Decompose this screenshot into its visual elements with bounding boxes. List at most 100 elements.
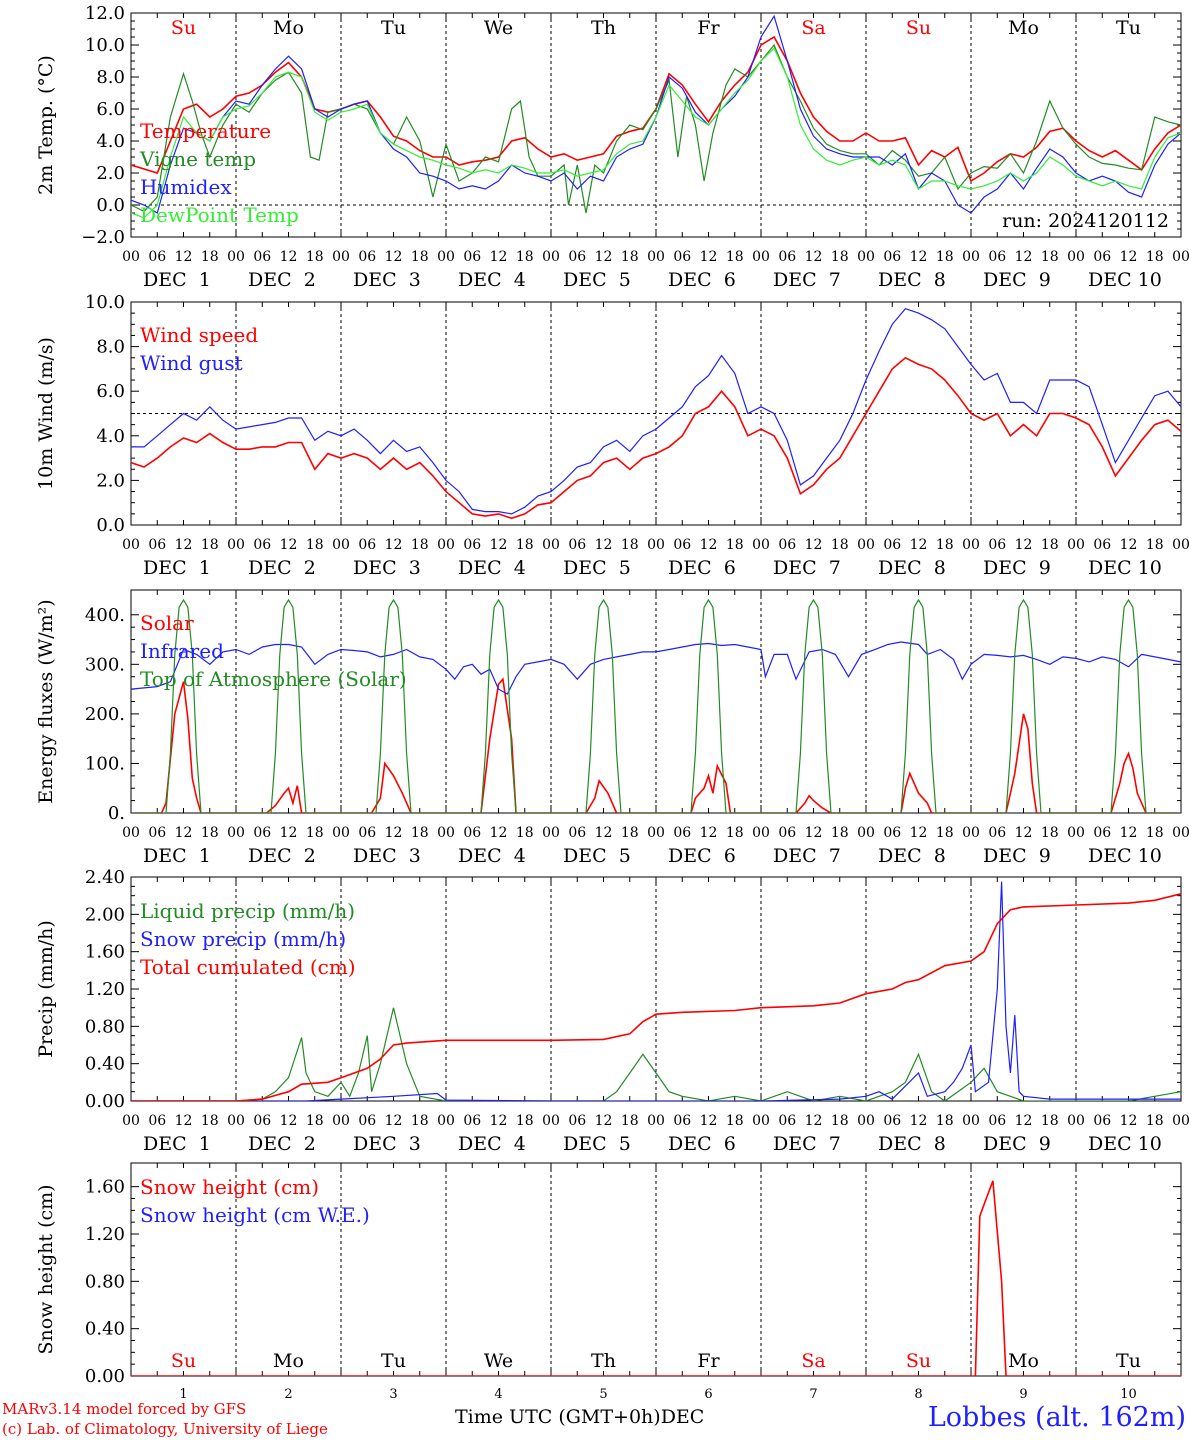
station-label: Lobbes (alt. 162m) (927, 1402, 1186, 1433)
y-tick-label: 12.0 (85, 3, 125, 24)
hour-tick-label: 00 (647, 249, 665, 265)
hour-tick-label: 00 (1067, 537, 1085, 553)
hour-tick-label: 12 (700, 249, 718, 265)
y-tick-label: 1.60 (85, 1177, 125, 1198)
y-tick-label: 0.00 (85, 1366, 125, 1387)
hour-tick-label: 06 (1093, 249, 1111, 265)
y-tick-label: 10.0 (85, 35, 125, 56)
hour-tick-label: 06 (568, 825, 586, 841)
hour-tick-label: 12 (385, 249, 403, 265)
hour-tick-label: 06 (883, 537, 901, 553)
hour-tick-label: 12 (910, 537, 928, 553)
y-tick-label: 1.20 (85, 979, 125, 1000)
hour-tick-label: 12 (385, 1113, 403, 1129)
legend-entry: Top of Atmosphere (Solar) (140, 667, 407, 691)
hour-tick-label: 12 (805, 1113, 823, 1129)
hour-tick-label: 06 (673, 1113, 691, 1129)
hour-tick-label: 18 (621, 537, 639, 553)
day-number-label: 2 (284, 1387, 292, 1402)
x-axis-title: Time UTC (GMT+0h)DEC (455, 1406, 704, 1428)
hour-tick-label: 18 (831, 825, 849, 841)
series-dewpoint-temp (131, 47, 1181, 219)
hour-tick-label: 00 (437, 825, 455, 841)
hour-tick-label: 12 (595, 825, 613, 841)
model-credit: MARv3.14 model forced by GFS (2, 1400, 247, 1418)
hour-tick-label: 12 (280, 249, 298, 265)
day-label: DEC 9 (983, 845, 1051, 867)
day-label: DEC 4 (458, 269, 526, 291)
hour-tick-label: 12 (910, 825, 928, 841)
y-axis-title: 2m Temp. (°C) (35, 55, 57, 195)
y-axis-title: Snow height (cm) (35, 1184, 57, 1354)
hour-tick-label: 06 (778, 825, 796, 841)
day-number-label: 1 (179, 1387, 187, 1402)
hour-tick-label: 18 (1146, 1113, 1164, 1129)
day-label: DEC 2 (248, 269, 316, 291)
y-tick-label: 0.80 (85, 1016, 125, 1037)
legend-entry: Snow height (cm) (140, 1175, 319, 1199)
hour-tick-label: 12 (805, 537, 823, 553)
day-label: DEC 6 (668, 557, 736, 579)
series-wind-gust (131, 308, 1181, 515)
series-snow-height-cm- (131, 1180, 1181, 1376)
weekday-label: Su (906, 17, 931, 39)
panel-5: 0.00 0.40 0.80 1.20 1.60 Snow height (cm) Su Mo… (35, 1162, 1182, 1402)
hour-tick-label: 06 (358, 537, 376, 553)
series-total-cumulated-cm- (131, 893, 1181, 1101)
hour-tick-label: 00 (962, 825, 980, 841)
y-tick-label: 400. (85, 605, 125, 626)
hour-tick-label: 18 (936, 1113, 954, 1129)
day-number-label: 7 (809, 1387, 817, 1402)
hour-tick-label: 00 (542, 825, 560, 841)
y-axis-title: Precip (mm/h) (35, 920, 57, 1058)
hour-tick-label: 00 (332, 249, 350, 265)
hour-tick-label: 18 (516, 249, 534, 265)
hour-tick-label: 12 (910, 249, 928, 265)
y-tick-label: 0. (108, 803, 125, 824)
hour-tick-label: 18 (1041, 1113, 1059, 1129)
hour-tick-label: 06 (463, 1113, 481, 1129)
hour-tick-label: 12 (700, 1113, 718, 1129)
legend-entry: Snow height (cm W.E.) (140, 1203, 370, 1227)
y-tick-label: 0.40 (85, 1319, 125, 1340)
hour-tick-label: 18 (411, 825, 429, 841)
hour-tick-label: 06 (1093, 1113, 1111, 1129)
day-label: DEC 5 (563, 845, 631, 867)
day-label: DEC 4 (458, 845, 526, 867)
weekday-label: Fr (697, 17, 720, 39)
weekday-label: Th (591, 17, 616, 39)
weekday-label: Tu (381, 1350, 406, 1372)
hour-tick-label: 00 (227, 1113, 245, 1129)
x-axis-title-month: DEC (660, 1406, 705, 1428)
y-tick-label: 6.0 (96, 381, 125, 402)
y-tick-label: 200. (85, 704, 125, 725)
hour-tick-label: 06 (358, 825, 376, 841)
day-label: DEC 9 (983, 1133, 1051, 1155)
day-label: DEC 1 (143, 845, 211, 867)
day-number-label: 8 (914, 1387, 922, 1402)
day-label: DEC 9 (983, 557, 1051, 579)
hour-tick-label: 12 (700, 825, 718, 841)
hour-tick-label: 06 (883, 249, 901, 265)
y-tick-label: 8.0 (96, 67, 125, 88)
hour-tick-label: 00 (857, 537, 875, 553)
hour-tick-label: 00 (1172, 825, 1190, 841)
x-axis-title-text: Time UTC (GMT+0h) (455, 1406, 661, 1428)
weekday-label: Tu (1116, 1350, 1141, 1372)
hour-tick-label: 12 (490, 537, 508, 553)
legend-entry: Total cumulated (cm) (140, 955, 356, 979)
hour-tick-label: 12 (385, 825, 403, 841)
hour-tick-label: 00 (1067, 825, 1085, 841)
y-tick-label: 100. (85, 753, 125, 774)
day-label: DEC 2 (248, 1133, 316, 1155)
day-label: DEC 10 (1088, 1133, 1162, 1155)
hour-tick-label: 06 (253, 1113, 271, 1129)
hour-tick-label: 12 (1120, 1113, 1138, 1129)
hour-tick-label: 12 (1120, 825, 1138, 841)
hour-tick-label: 12 (805, 249, 823, 265)
hour-tick-label: 06 (778, 537, 796, 553)
day-label: DEC 7 (773, 269, 841, 291)
day-number-label: 6 (704, 1387, 712, 1402)
day-label: DEC 3 (353, 557, 421, 579)
day-label: DEC 4 (458, 557, 526, 579)
